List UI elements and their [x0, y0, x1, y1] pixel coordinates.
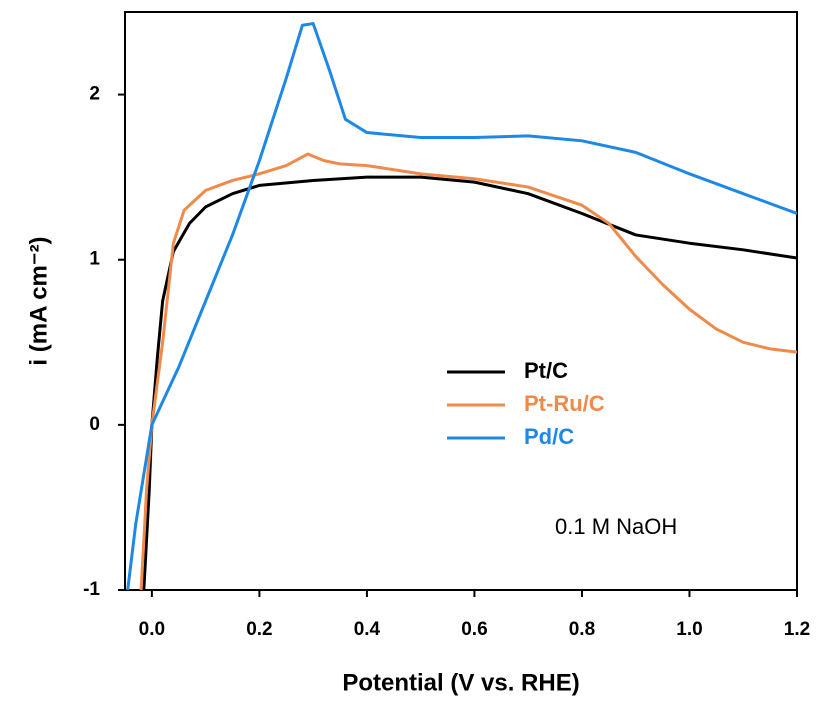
- x-axis-title: Potential (V vs. RHE): [342, 669, 579, 696]
- plot-area: [126, 22, 797, 590]
- y-axis-title: i (mA cm⁻²): [25, 236, 52, 365]
- x-tick-label: 0.0: [139, 619, 165, 640]
- y-tick-label: 1: [89, 249, 100, 270]
- legend-label: Pt/C: [524, 358, 568, 383]
- y-tick-label: -1: [83, 579, 100, 600]
- series-line: [126, 22, 797, 590]
- x-tick-label: 0.8: [569, 619, 595, 640]
- annotation: 0.1 M NaOH: [555, 514, 677, 539]
- legend-label: Pt-Ru/C: [524, 391, 605, 416]
- x-tick-label: 1.2: [784, 619, 810, 640]
- x-tick-label: 0.6: [461, 619, 487, 640]
- y-tick-label: 0: [89, 414, 100, 435]
- x-tick-label: 0.2: [246, 619, 272, 640]
- plot-frame: [124, 11, 798, 591]
- x-tick-label: 0.4: [354, 619, 381, 640]
- series-line: [139, 152, 797, 590]
- legend-label: Pd/C: [524, 424, 574, 449]
- x-tick-label: 1.0: [676, 619, 702, 640]
- series-line: [142, 175, 797, 590]
- y-tick-label: 2: [89, 84, 100, 105]
